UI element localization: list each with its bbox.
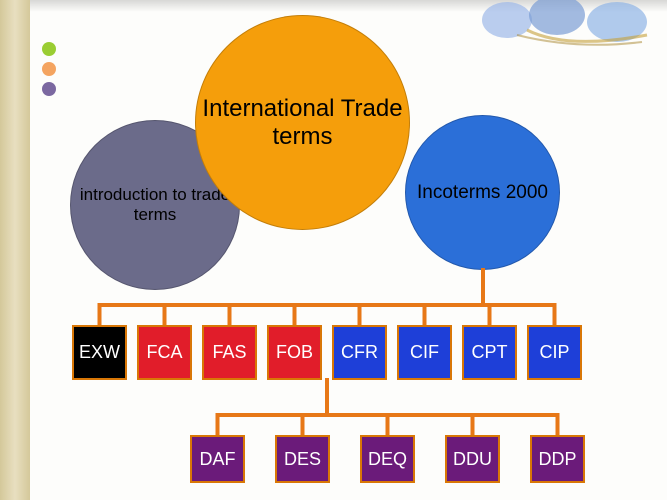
term-des: DES: [275, 435, 330, 483]
term-ddp: DDP: [530, 435, 585, 483]
decorative-bullets: [42, 42, 56, 102]
term-label: FAS: [212, 342, 246, 363]
term-label: FOB: [276, 342, 313, 363]
bullet-1: [42, 42, 56, 56]
term-cfr: CFR: [332, 325, 387, 380]
term-cip: CIP: [527, 325, 582, 380]
term-label: CPT: [472, 342, 508, 363]
bullet-3: [42, 82, 56, 96]
term-exw: EXW: [72, 325, 127, 380]
term-fob: FOB: [267, 325, 322, 380]
bubble-incoterms-label: Incoterms 2000: [417, 182, 548, 204]
term-fca: FCA: [137, 325, 192, 380]
bullet-2: [42, 62, 56, 76]
term-label: CIF: [410, 342, 439, 363]
term-deq: DEQ: [360, 435, 415, 483]
bubble-incoterms: Incoterms 2000: [405, 115, 560, 270]
term-label: DES: [284, 449, 321, 470]
term-label: CIP: [539, 342, 569, 363]
term-label: DAF: [200, 449, 236, 470]
bubble-title-label: International Trade terms: [196, 95, 409, 151]
term-label: CFR: [341, 342, 378, 363]
term-label: FCA: [147, 342, 183, 363]
term-cpt: CPT: [462, 325, 517, 380]
term-label: DEQ: [368, 449, 407, 470]
term-ddu: DDU: [445, 435, 500, 483]
term-fas: FAS: [202, 325, 257, 380]
left-texture-border: [0, 0, 30, 500]
bubble-title: International Trade terms: [195, 15, 410, 230]
term-daf: DAF: [190, 435, 245, 483]
term-cif: CIF: [397, 325, 452, 380]
term-label: DDU: [453, 449, 492, 470]
floral-decoration: [467, 0, 667, 55]
term-label: EXW: [79, 342, 120, 363]
term-label: DDP: [538, 449, 576, 470]
bubble-introduction-label: introduction to trade terms: [71, 185, 239, 225]
